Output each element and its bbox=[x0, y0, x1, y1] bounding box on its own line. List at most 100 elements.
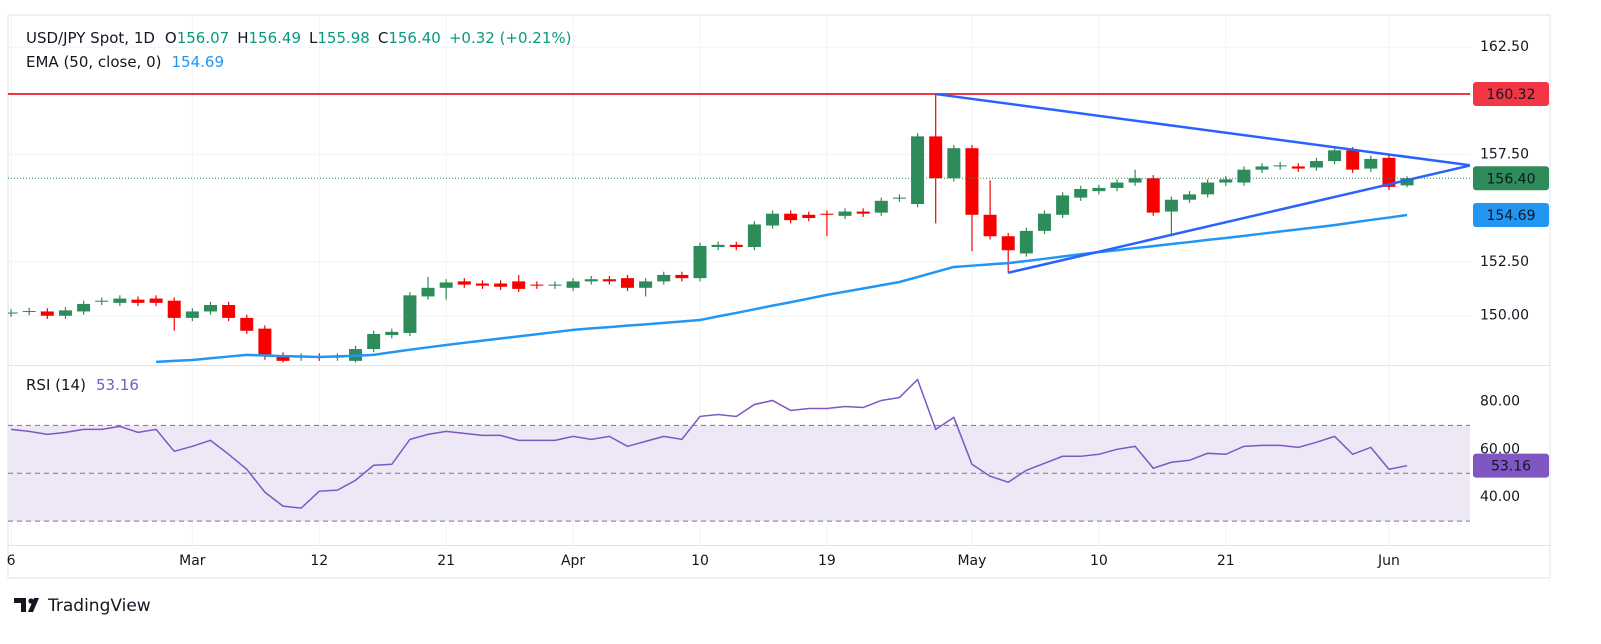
candle-body bbox=[1146, 178, 1160, 213]
y-tick-label: 150.00 bbox=[1480, 308, 1529, 324]
candle-body bbox=[1382, 157, 1396, 187]
y-tick-label: 152.50 bbox=[1480, 254, 1529, 270]
candle-body bbox=[1273, 165, 1287, 167]
level-tag-text: 160.32 bbox=[1487, 87, 1536, 103]
candle-body bbox=[1001, 236, 1015, 251]
candle-body bbox=[530, 284, 544, 286]
candle-body bbox=[1255, 166, 1269, 170]
candle-body bbox=[675, 274, 689, 279]
logo-text: TradingView bbox=[47, 596, 151, 616]
candle-body bbox=[856, 211, 870, 214]
candle-body bbox=[240, 317, 254, 331]
candle-body bbox=[729, 244, 743, 247]
candle-body bbox=[385, 331, 399, 336]
candle-body bbox=[1037, 213, 1051, 231]
x-tick-label: 6 bbox=[7, 553, 16, 569]
candle-body bbox=[1291, 166, 1305, 169]
candle-body bbox=[1183, 194, 1197, 200]
y-tick-label: 60.00 bbox=[1480, 441, 1520, 457]
candle-body bbox=[566, 281, 580, 288]
price-pane bbox=[8, 92, 1470, 363]
x-tick-label: May bbox=[957, 553, 986, 569]
last-price-tag-text: 156.40 bbox=[1487, 171, 1536, 187]
logo: TradingView bbox=[14, 596, 151, 616]
candle-body bbox=[892, 197, 906, 199]
x-tick-label: Jun bbox=[1377, 553, 1400, 569]
field-value: 155.98 bbox=[317, 29, 370, 47]
candle-body bbox=[802, 214, 816, 218]
change: +0.32 (+0.21%) bbox=[449, 29, 572, 47]
candle-body bbox=[911, 136, 925, 205]
candle-body bbox=[693, 245, 707, 279]
candle-body bbox=[929, 136, 943, 179]
axes: 150.00 152.50 157.50 162.50 6 Mar 12 21 Apr 10 19 M… bbox=[7, 39, 1549, 569]
rsi-value: 53.16 bbox=[96, 376, 139, 394]
candle-body bbox=[167, 300, 181, 318]
candle-body bbox=[1201, 182, 1215, 195]
candle-body bbox=[965, 148, 979, 215]
y-tick-label: 80.00 bbox=[1480, 393, 1520, 409]
x-tick-label: 19 bbox=[818, 553, 836, 569]
candle-body bbox=[258, 328, 272, 355]
candle-body bbox=[494, 283, 508, 287]
candle-body bbox=[1128, 178, 1142, 183]
candle-body bbox=[1074, 189, 1088, 198]
rsi-tag-text: 53.16 bbox=[1491, 459, 1531, 475]
x-tick-label: 21 bbox=[437, 553, 455, 569]
field-key: C bbox=[378, 29, 388, 47]
candle-body bbox=[947, 148, 961, 179]
candle-body bbox=[838, 211, 852, 216]
x-tick-label: 21 bbox=[1217, 553, 1235, 569]
candle-body bbox=[1237, 169, 1251, 183]
candle-body bbox=[22, 311, 36, 313]
candle-body bbox=[113, 298, 127, 303]
candle-body bbox=[820, 213, 834, 215]
x-tick-label: Mar bbox=[179, 553, 206, 569]
candle-body bbox=[657, 274, 671, 282]
y-tick-label: 162.50 bbox=[1480, 39, 1529, 55]
ema-tag-text: 154.69 bbox=[1487, 208, 1536, 224]
candle-body bbox=[620, 278, 634, 288]
candle-body bbox=[185, 311, 199, 318]
candle-body bbox=[367, 334, 381, 350]
candle-body bbox=[639, 281, 653, 288]
candle-body bbox=[1328, 150, 1342, 162]
y-tick-label: 40.00 bbox=[1480, 489, 1520, 505]
x-tick-label: 12 bbox=[310, 553, 328, 569]
rsi-tag-box bbox=[1473, 453, 1549, 478]
candle-body bbox=[403, 295, 417, 333]
legend-ema: EMA (50, close, 0) 154.69 bbox=[26, 53, 224, 71]
candle-body bbox=[95, 300, 109, 302]
candle-body bbox=[222, 305, 236, 318]
candle-body bbox=[1164, 199, 1178, 212]
field-value: 156.07 bbox=[177, 29, 230, 47]
candle-body bbox=[276, 355, 290, 361]
logo-dot bbox=[28, 598, 34, 604]
field-key: O bbox=[165, 29, 177, 47]
candle-body bbox=[584, 279, 598, 282]
candle-body bbox=[457, 281, 471, 285]
candle-body bbox=[747, 224, 761, 247]
candle-body bbox=[131, 299, 145, 303]
legend-main: USD/JPY Spot, 1D O156.07 H156.49 L155.98 C15… bbox=[26, 29, 572, 47]
candle-body bbox=[548, 284, 562, 286]
last-price-tag-box bbox=[1473, 166, 1549, 191]
candle-body bbox=[602, 279, 616, 282]
field-value: 156.49 bbox=[249, 29, 302, 47]
rsi-name: RSI (14) bbox=[26, 376, 86, 394]
x-tick-label: Apr bbox=[561, 553, 585, 569]
ema-name: EMA (50, close, 0) bbox=[26, 53, 162, 71]
ema-value: 154.69 bbox=[172, 53, 225, 71]
field-key: H bbox=[237, 29, 248, 47]
candle-body bbox=[766, 213, 780, 226]
candle-body bbox=[77, 303, 91, 312]
candle-body bbox=[1056, 195, 1070, 215]
candle-body bbox=[1110, 182, 1124, 188]
candle-body bbox=[40, 311, 54, 316]
candle-body bbox=[439, 282, 453, 288]
level-tag-box bbox=[1473, 82, 1549, 107]
frame bbox=[7, 14, 1551, 579]
candle-body bbox=[1019, 230, 1033, 254]
candle-body bbox=[874, 200, 888, 213]
legend-rsi: RSI (14) 53.16 bbox=[26, 376, 139, 394]
